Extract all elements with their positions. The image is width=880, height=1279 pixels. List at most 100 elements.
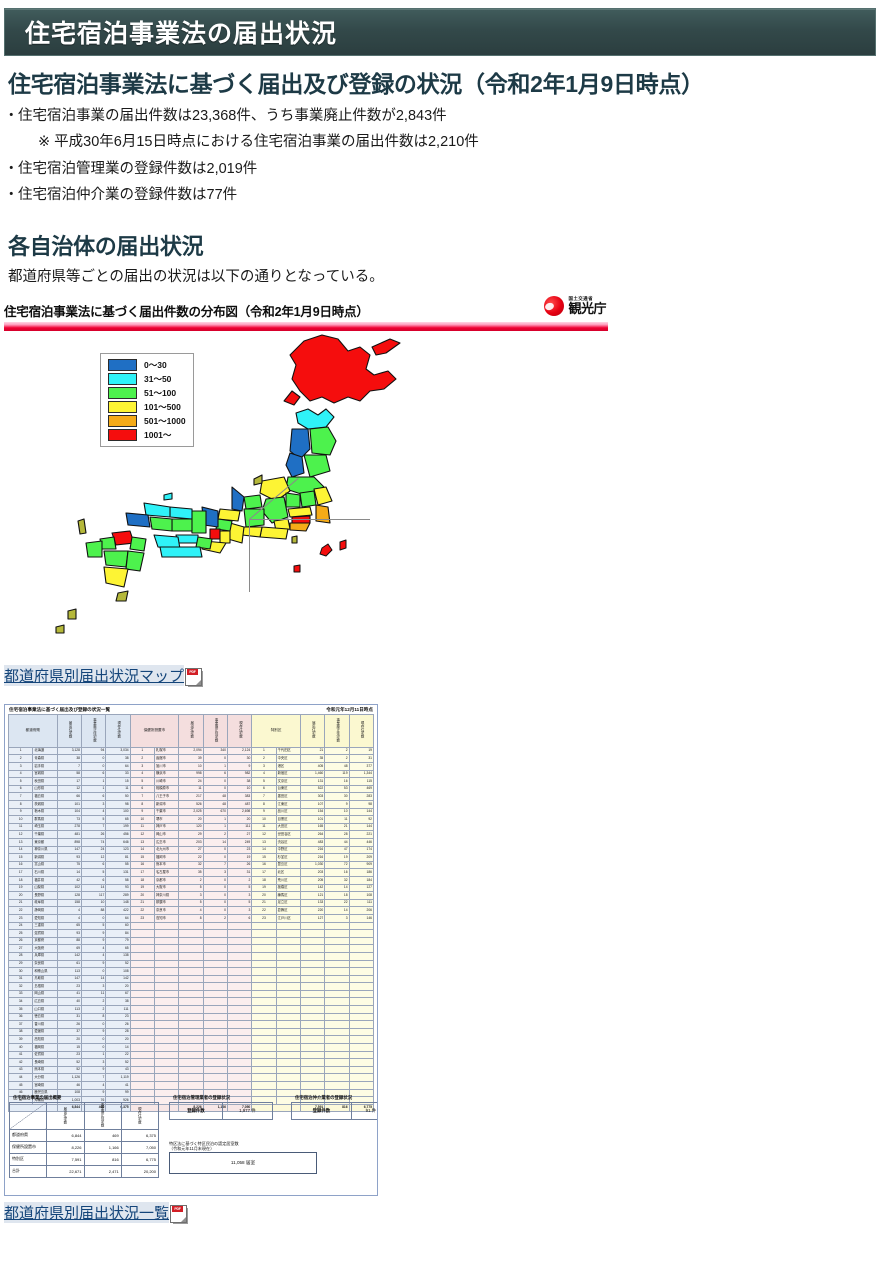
table-head: 都道府県 届出住宅数 事業廃止住宅数 現存住宅数 保健所設置市 届出住宅数 事業… [8, 713, 375, 748]
table-summary-area: 住宅宿泊事業の届出概要 届出住宅数 事業廃止住宅数 現存住宅数 都道府県 6,84… [5, 1094, 377, 1191]
table-body: 1 北海道 3,128 94 3,034 1 札幌市 2,094 340 2,124 1 千代田区 21… [7, 746, 375, 1113]
region-hokkaido-ne [371, 338, 401, 356]
banner-gradient-rule [4, 321, 608, 331]
region-kumamoto [103, 550, 129, 568]
map-banner: 住宅宿泊事業法に基づく届出件数の分布図（令和2年1月9日時点） 国土交通省 観光… [4, 295, 608, 322]
table-row: 4 宮城県 58 6 33 4 横浜市 998 6 982 4 新宿区 1,460 119 1,344 [7, 769, 375, 779]
table-row: 32 島根県 23 3 20 [7, 982, 375, 991]
table-row: 21 岐阜県 158 10 148 21 那覇市 5 0 5 21 足立区 133 22 111 [7, 898, 375, 908]
table-row: 30 和歌山県 113 0 108 [7, 967, 375, 976]
table-row: 31 鳥取県 147 14 142 [7, 974, 375, 984]
legend-item: 0～30 [108, 358, 186, 371]
table-row: 39 高知県 20 0 20 [7, 1035, 375, 1045]
special-zone-note: 特区法に基づく特区民泊の認定居室数 （令和元年11月末現在） 11,058 居室 [169, 1141, 317, 1175]
region-nagasaki [85, 540, 103, 558]
okinawa-map [293, 539, 347, 573]
legend-item: 501～1000 [108, 414, 186, 427]
table-row: 10 群馬県 73 5 65 10 堺市 20 1 20 10 目黒区 101 11 92 [7, 815, 375, 824]
okinawa-inset-frame [249, 518, 370, 592]
page-header: 住宅宿泊事業法の届出状況 [4, 8, 876, 56]
region-oita [129, 536, 147, 552]
prefecture-status-table: 都道府県 届出住宅数 事業廃止住宅数 現存住宅数 保健所設置市 届出住宅数 事業… [7, 713, 375, 1113]
table-row: 33 岡山県 41 11 67 [7, 989, 375, 999]
island-amami [67, 608, 77, 620]
map-pdf-link[interactable]: 都道府県別届出状況マップ PDF [4, 664, 203, 686]
bullet-notification-count: 住宅宿泊事業の届出件数は23,368件、うち事業廃止件数が2,843件 [4, 103, 876, 129]
island-amami2 [55, 624, 65, 634]
map-legend: 0～30 31～50 51～100 101～500 501～1000 1001～ [100, 352, 194, 447]
col-pref-a: 届出住宅数 [56, 713, 82, 748]
region-yamagata [285, 452, 305, 478]
summary-corner [8, 1101, 48, 1130]
region-okinawa-isl2 [339, 539, 347, 551]
legend-swatch-31-50 [108, 372, 137, 385]
jta-circle-icon [544, 295, 565, 316]
table-row: 26 京都府 88 9 79 [7, 936, 375, 946]
table-row: 1 北海道 3,128 94 3,034 1 札幌市 2,094 340 2,124 1 千代田区 21… [7, 746, 375, 756]
section2-lead: 都道府県等ごとの届出の状況は以下の通りとなっている。 [8, 268, 384, 285]
table-row: 28 兵庫県 142 4 138 [7, 951, 375, 961]
island-oki [163, 492, 173, 501]
table-row: 19 山梨県 102 14 93 19 大阪市 5 0 5 19 板橋区 142 14 127 [7, 883, 375, 893]
region-niigata [259, 476, 291, 502]
manager-reg-title: 住宅宿泊管理業者の登録状況 [173, 1094, 231, 1100]
region-aomori [295, 408, 335, 430]
table-row: 43 熊本県 52 9 43 [7, 1065, 375, 1075]
table-row: 37 香川県 26 0 26 [7, 1020, 375, 1029]
col-hc-c: 現存住宅数 [226, 713, 253, 748]
col-wd-c: 現存住宅数 [348, 713, 375, 748]
table-row: 47 沖縄県 1,003 76 926 [7, 1096, 375, 1105]
manager-reg-table: 登録件数 1,977 件 [169, 1101, 274, 1120]
summary-col-a: 届出住宅数 [46, 1101, 85, 1130]
col-wd-b: 事業廃止住宅数 [324, 713, 350, 748]
region-ibaraki [313, 486, 333, 506]
table-row: 42 長崎県 52 3 52 [7, 1058, 375, 1067]
legend-item: 101～500 [108, 400, 186, 413]
region-okayama [171, 518, 193, 532]
table-pdf-link[interactable]: 都道府県別届出状況一覧 PDF [4, 1201, 188, 1223]
table-row: 14 神奈川県 147 24 123 14 北九州市 27 0 23 14 中野区 216 47 174 [7, 845, 375, 855]
table-row: 35 山口県 113 2 111 [7, 1005, 375, 1014]
summary-table: 届出住宅数 事業廃止住宅数 現存住宅数 都道府県 6,844 469 6,375 保健所… [8, 1101, 160, 1178]
legend-swatch-101-500 [108, 400, 137, 413]
island-tsushima [77, 518, 87, 535]
manager-registration-block: 住宅宿泊管理業者の登録状況 登録件数 1,977 件 [169, 1094, 274, 1120]
region-osaka [209, 528, 221, 540]
region-hokkaido [289, 334, 397, 404]
col-hc-a: 届出住宅数 [178, 713, 204, 748]
bullet-manager-count: 住宅宿泊管理業の登録件数は2,019件 [4, 156, 876, 182]
table-caption: 住宅宿泊事業法に基づく届出及び登録の状況一覧 令和元年12月11日時点 [5, 705, 377, 714]
col-wd-a: 届出住宅数 [299, 713, 326, 748]
section1-heading: 住宅宿泊事業法に基づく届出及び登録の状況（令和2年1月9日時点） [8, 71, 704, 97]
legend-label-31-50: 31～50 [144, 373, 172, 384]
table-row: 7 福島県 66 6 50 7 八王子市 217 48 383 7 墨田区 303 30 283 [7, 792, 375, 802]
table-row: 11 埼玉県 278 7 199 11 神戸市 120 1 111 11 大田区 165 21 144 [7, 822, 375, 832]
table-row: 12 千葉県 481 26 456 12 岡山市 29 2 27 12 世田谷区 264 28 221 [7, 830, 375, 839]
japan-choropleth-map [55, 334, 401, 634]
col-group-pref: 都道府県 [8, 713, 58, 748]
special-zone-value: 11,058 居室 [169, 1152, 317, 1175]
manager-reg-value: 1,977 件 [221, 1101, 274, 1120]
region-miyagi [303, 454, 331, 478]
broker-registration-block: 住宅宿泊仲介業者の登録状況 登録件数 91 件 [291, 1095, 377, 1120]
summary-row: 保健所設置市 8,226 1,166 7,050 [8, 1140, 160, 1154]
table-row: 3 岩手県 7 0 64 3 旭川市 10 1 9 3 港区 405 48 377 [7, 762, 375, 771]
region-hokkaido-tip [283, 390, 301, 406]
japan-map-canvas: 0～30 31～50 51～100 101～500 501～1000 1001～ [4, 330, 608, 661]
table-row: 8 茨城県 101 3 98 8 新潟市 526 48 487 8 江東区 107 9 98 [7, 800, 375, 809]
table-row: 18 福井県 42 6 58 18 京都市 2 0 2 18 荒川区 205 32 184 [7, 875, 375, 885]
table-row: 25 滋賀県 93 9 84 [7, 929, 375, 938]
island-sado [253, 474, 263, 486]
legend-item: 1001～ [108, 428, 186, 441]
region-nara [219, 530, 231, 544]
table-row: 22 静岡県 4 88 422 22 奈良市 4 0 3 22 葛飾区 220 14 206 [7, 906, 375, 915]
table-row: 41 佐賀県 23 1 22 [7, 1050, 375, 1060]
region-kagoshima-isl [115, 590, 129, 602]
legend-item: 31～50 [108, 372, 186, 385]
table-row: 9 栃木県 104 4 100 9 千葉市 2,025 670 2,698 9 品川区 154 10 144 [7, 807, 375, 817]
region-okinawa-isl3 [293, 564, 301, 573]
region-tottori [169, 506, 193, 520]
region-tokushima [195, 536, 213, 550]
section1-bullet-list: 住宅宿泊事業の届出件数は23,368件、うち事業廃止件数が2,843件 ※ 平成… [4, 103, 876, 209]
region-akita [289, 428, 311, 460]
